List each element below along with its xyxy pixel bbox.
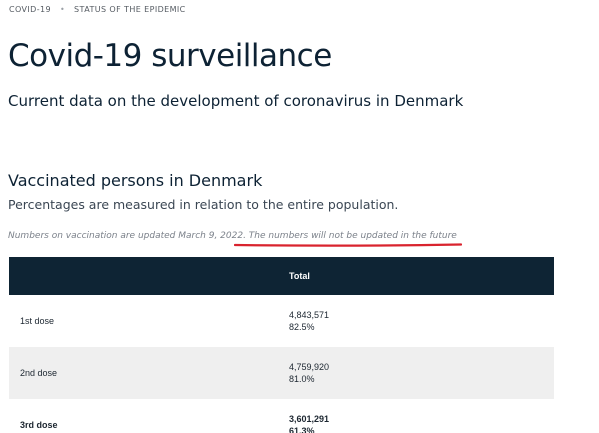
row-label: 1st dose: [9, 295, 281, 347]
update-note: Numbers on vaccination are updated March…: [8, 231, 457, 241]
table-header-total: Total: [281, 257, 554, 295]
table-row-1st-dose: 1st dose 4,843,571 82.5%: [9, 295, 554, 347]
table-header-row: Total: [9, 257, 554, 295]
row-label: 3rd dose: [9, 399, 281, 433]
row-value: 4,843,571 82.5%: [281, 295, 554, 347]
section-description: Percentages are measured in relation to …: [8, 197, 399, 212]
breadcrumb-item-status[interactable]: STATUS OF THE EPIDEMIC: [74, 5, 186, 14]
row-count: 4,759,920: [289, 362, 330, 372]
vaccination-table: Total 1st dose 4,843,571 82.5% 2nd dose …: [9, 257, 554, 433]
row-count: 4,843,571: [289, 310, 330, 320]
breadcrumb: COVID-19 • STATUS OF THE EPIDEMIC: [9, 5, 186, 14]
row-percent: 82.5%: [289, 322, 315, 332]
table-row-3rd-dose: 3rd dose 3,601,291 61.3%: [9, 399, 554, 433]
table-header-label: [9, 257, 281, 295]
row-percent: 61.3%: [289, 426, 315, 433]
page-subtitle: Current data on the development of coron…: [8, 92, 464, 110]
red-underline-annotation: [234, 243, 462, 247]
page-title: Covid-19 surveillance: [8, 38, 332, 74]
row-value: 3,601,291 61.3%: [281, 399, 554, 433]
breadcrumb-separator-icon: •: [59, 5, 66, 14]
breadcrumb-item-covid19[interactable]: COVID-19: [9, 5, 52, 14]
row-label: 2nd dose: [9, 347, 281, 399]
table-row-2nd-dose: 2nd dose 4,759,920 81.0%: [9, 347, 554, 399]
row-value: 4,759,920 81.0%: [281, 347, 554, 399]
row-count: 3,601,291: [289, 414, 330, 424]
row-percent: 81.0%: [289, 374, 315, 384]
section-title: Vaccinated persons in Denmark: [8, 171, 263, 190]
